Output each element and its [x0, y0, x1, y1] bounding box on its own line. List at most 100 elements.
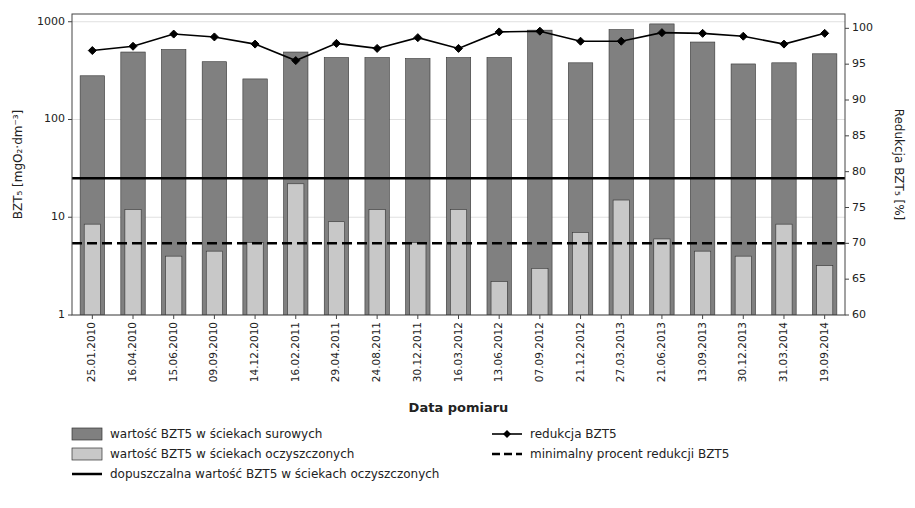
tick [845, 135, 849, 136]
bar [817, 266, 833, 315]
bar [202, 62, 226, 315]
bar [654, 239, 670, 315]
bar [243, 79, 267, 315]
tick [499, 315, 500, 319]
bar [491, 282, 507, 315]
bar [166, 256, 182, 315]
tick [845, 100, 849, 101]
category-label: 24.08.2011 [370, 322, 382, 382]
bar [410, 243, 426, 315]
bar [406, 59, 430, 315]
legend-swatch [492, 453, 522, 456]
marker [292, 57, 300, 65]
category-label: 07.09.2012 [533, 322, 545, 382]
tick-label: 85 [852, 129, 866, 142]
marker [821, 29, 829, 37]
axis-label: Data pomiaru [409, 400, 509, 415]
legend-label: wartość BZT5 w ściekach surowych [110, 427, 322, 441]
marker [658, 29, 666, 37]
tick [68, 119, 72, 120]
category-label: 09.09.2010 [207, 322, 219, 382]
tick [68, 315, 72, 316]
axis-label: BZT₅ [mgO₂·dm⁻³] [11, 110, 25, 220]
bar [812, 54, 836, 315]
legend-label: redukcja BZT5 [530, 427, 617, 441]
bar [365, 58, 389, 315]
tick-label: 100 [44, 112, 65, 125]
plot-area [72, 24, 845, 315]
grid-line [72, 21, 845, 22]
legend-swatch [503, 430, 511, 438]
tick-label: 100 [852, 21, 873, 34]
bar [772, 63, 796, 315]
category-label: 16.04.2010 [126, 322, 138, 382]
bar [694, 251, 710, 315]
category-label: 25.01.2010 [85, 322, 97, 382]
tick [824, 315, 825, 319]
axes: 1101001000606570758085909510025.01.20101… [37, 15, 873, 382]
bar [84, 224, 100, 315]
category-label: 21.06.2013 [655, 322, 667, 382]
category-label: 29.04.2011 [329, 322, 341, 382]
category-label: 14.12.2010 [248, 322, 260, 382]
bar [609, 30, 633, 315]
marker [414, 34, 422, 42]
tick-label: 1000 [37, 15, 65, 28]
tick-label: 95 [852, 57, 866, 70]
bar [776, 224, 792, 315]
tick-label: 75 [852, 201, 866, 214]
category-label: 13.06.2012 [492, 322, 504, 382]
tick [661, 315, 662, 319]
bar [247, 243, 263, 315]
tick [783, 315, 784, 319]
tick-label: 90 [852, 93, 866, 106]
chart: 1101001000606570758085909510025.01.20101… [0, 0, 915, 508]
tick [845, 28, 849, 29]
marker [617, 37, 625, 45]
bar [450, 210, 466, 315]
marker [780, 40, 788, 48]
tick [845, 315, 849, 316]
category-label: 30.12.2013 [736, 322, 748, 382]
tick [580, 315, 581, 319]
tick [845, 64, 849, 65]
tick [845, 243, 849, 244]
bar [288, 184, 304, 315]
tick-label: 65 [852, 272, 866, 285]
tick [214, 315, 215, 319]
tick [336, 315, 337, 319]
bar [328, 222, 344, 315]
tick [417, 315, 418, 319]
marker [170, 30, 178, 38]
bar [528, 30, 552, 315]
bar [613, 200, 629, 315]
marker [739, 32, 747, 40]
plot-frame [72, 14, 845, 315]
legend-swatch [72, 473, 102, 476]
tick [295, 315, 296, 319]
tick [702, 315, 703, 319]
bar [572, 232, 588, 315]
tick [845, 207, 849, 208]
tick-label: 70 [852, 236, 866, 249]
legend-swatch [72, 448, 102, 460]
reference-line [72, 242, 845, 245]
reference-line [72, 177, 845, 180]
tick-label: 1 [58, 308, 65, 321]
marker [129, 42, 137, 50]
tick [845, 171, 849, 172]
category-label: 16.02.2011 [289, 322, 301, 382]
legend-label: dopuszczalna wartość BZT5 w ściekach ocz… [110, 467, 439, 481]
tick-label: 60 [852, 308, 866, 321]
bar [650, 24, 674, 315]
bar [731, 64, 755, 315]
tick [68, 217, 72, 218]
category-label: 13.09.2013 [696, 322, 708, 382]
category-label: 21.12.2012 [574, 322, 586, 382]
bar [162, 50, 186, 315]
marker [373, 44, 381, 52]
marker [699, 29, 707, 37]
marker [332, 39, 340, 47]
marker [577, 37, 585, 45]
bar [324, 58, 348, 315]
